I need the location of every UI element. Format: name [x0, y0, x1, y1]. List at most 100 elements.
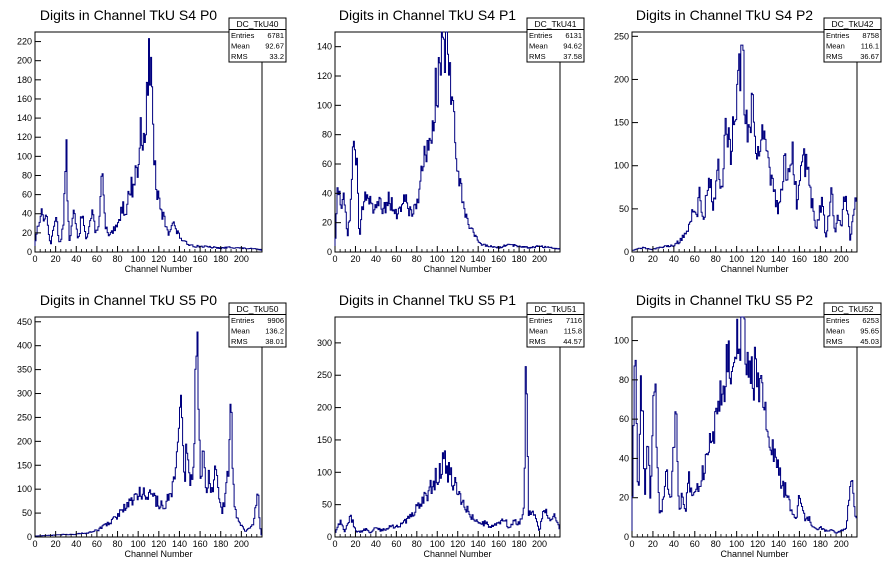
x-tick-label: 20 — [648, 539, 658, 549]
y-tick-label: 250 — [317, 370, 332, 380]
stats-key: RMS — [529, 337, 546, 346]
histogram-series — [334, 31, 560, 252]
x-tick-label: 20 — [51, 254, 61, 264]
stats-key: RMS — [529, 52, 546, 61]
x-tick-label: 100 — [430, 254, 445, 264]
stats-box: DC_TkU52 Entries 6253 Mean 95.65 RMS 45.03 — [823, 302, 882, 348]
x-tick-label: 120 — [450, 254, 465, 264]
chart-title: Digits in Channel TkU S4 P2 — [636, 7, 813, 23]
y-tick-label: 120 — [17, 132, 32, 142]
x-tick-label: 0 — [32, 254, 37, 264]
x-tick-label: 80 — [711, 539, 721, 549]
stats-key: Entries — [826, 31, 850, 40]
stats-value: 115.8 — [564, 327, 582, 336]
histogram-panel: Digits in Channel TkU S4 P2 0 20 40 60 80 100 1… — [614, 7, 882, 274]
stats-value: 44.57 — [563, 337, 582, 346]
stats-box: DC_TkU50 Entries 9906 Mean 136.2 RMS 38.01 — [228, 302, 287, 348]
stats-key: RMS — [826, 52, 843, 61]
x-tick-label: 80 — [412, 539, 422, 549]
x-axis-label: Channel Number — [124, 549, 192, 559]
x-tick-label: 20 — [350, 539, 360, 549]
x-tick-label: 180 — [213, 254, 228, 264]
x-tick-label: 60 — [391, 254, 401, 264]
x-tick-label: 0 — [32, 539, 37, 549]
x-tick-label: 0 — [332, 539, 337, 549]
x-tick-label: 0 — [332, 254, 337, 264]
histogram-panel: Digits in Channel TkU S5 P1 0 20 40 60 80 100 1… — [317, 292, 585, 559]
y-tick-label: 100 — [17, 484, 32, 494]
stats-value: 136.2 — [265, 327, 284, 336]
stats-key: Mean — [826, 327, 845, 336]
stats-value: 6131 — [565, 31, 582, 40]
stats-value: 37.58 — [563, 52, 582, 61]
stats-value: 33.2 — [269, 52, 284, 61]
y-tick-label: 0 — [27, 247, 32, 257]
y-tick-label: 0 — [624, 532, 629, 542]
y-tick-label: 100 — [614, 161, 629, 171]
x-tick-label: 120 — [151, 539, 166, 549]
stats-frame — [228, 302, 287, 348]
y-tick-label: 40 — [619, 453, 629, 463]
x-tick-label: 100 — [729, 539, 744, 549]
x-tick-label: 200 — [532, 539, 547, 549]
x-axis-label: Channel Number — [720, 264, 788, 274]
plot-frame — [334, 31, 561, 253]
stats-value: 9906 — [267, 316, 284, 325]
histogram-panel: Digits in Channel TkU S4 P0 0 20 40 60 80 100 1… — [17, 7, 287, 274]
x-tick-label: 60 — [92, 254, 102, 264]
stats-name: DC_TkU52 — [831, 304, 873, 314]
x-tick-label: 120 — [750, 539, 765, 549]
stats-value: 45.03 — [860, 337, 879, 346]
histogram-series — [34, 38, 262, 252]
stats-value: 92.67 — [265, 42, 284, 51]
x-tick-label: 160 — [193, 254, 208, 264]
histogram-panel: Digits in Channel TkU S4 P1 0 20 40 60 80 100 1… — [317, 7, 585, 274]
x-tick-label: 180 — [813, 539, 828, 549]
stats-key: Entries — [529, 316, 553, 325]
histogram-series — [631, 316, 857, 537]
x-tick-label: 20 — [350, 254, 360, 264]
x-tick-label: 40 — [71, 539, 81, 549]
y-tick-label: 100 — [317, 467, 332, 477]
stats-box: DC_TkU51 Entries 7116 Mean 115.8 RMS 44.57 — [526, 302, 585, 348]
x-tick-label: 140 — [172, 254, 187, 264]
stats-key: Mean — [231, 327, 250, 336]
y-tick-label: 0 — [327, 532, 332, 542]
y-tick-label: 450 — [17, 317, 32, 327]
x-tick-label: 180 — [512, 254, 527, 264]
x-axis-label: Channel Number — [423, 549, 491, 559]
y-tick-label: 180 — [17, 75, 32, 85]
y-tick-label: 80 — [322, 130, 332, 140]
stats-value: 116.1 — [861, 42, 879, 51]
x-tick-label: 200 — [532, 254, 547, 264]
x-tick-label: 40 — [371, 539, 381, 549]
y-tick-label: 150 — [317, 435, 332, 445]
stats-box: DC_TkU41 Entries 6131 Mean 94.62 RMS 37.58 — [526, 17, 585, 63]
stats-box: DC_TkU40 Entries 6781 Mean 92.67 RMS 33.2 — [228, 17, 287, 63]
x-axis-label: Channel Number — [124, 264, 192, 274]
stats-key: Entries — [231, 316, 255, 325]
x-tick-label: 60 — [690, 539, 700, 549]
x-tick-label: 140 — [471, 254, 486, 264]
y-tick-label: 80 — [619, 375, 629, 385]
x-tick-label: 120 — [151, 254, 166, 264]
histogram-panel: Digits in Channel TkU S5 P0 0 20 40 60 80 100 1… — [17, 292, 287, 559]
stats-key: Entries — [231, 31, 255, 40]
y-tick-label: 400 — [17, 341, 32, 351]
stats-name: DC_TkU42 — [831, 19, 873, 29]
stats-box: DC_TkU42 Entries 8758 Mean 116.1 RMS 36.67 — [823, 17, 882, 63]
y-tick-label: 50 — [322, 500, 332, 510]
x-tick-label: 60 — [92, 539, 102, 549]
x-tick-label: 140 — [471, 539, 486, 549]
stats-name: DC_TkU51 — [534, 304, 576, 314]
x-tick-label: 0 — [629, 254, 634, 264]
stats-key: Mean — [529, 42, 548, 51]
stats-frame — [823, 302, 882, 348]
x-axis-label: Channel Number — [720, 549, 788, 559]
y-tick-label: 0 — [624, 247, 629, 257]
x-tick-label: 0 — [629, 539, 634, 549]
stats-frame — [823, 17, 882, 63]
y-tick-label: 150 — [614, 118, 629, 128]
x-tick-label: 160 — [792, 539, 807, 549]
stats-value: 94.62 — [563, 42, 582, 51]
